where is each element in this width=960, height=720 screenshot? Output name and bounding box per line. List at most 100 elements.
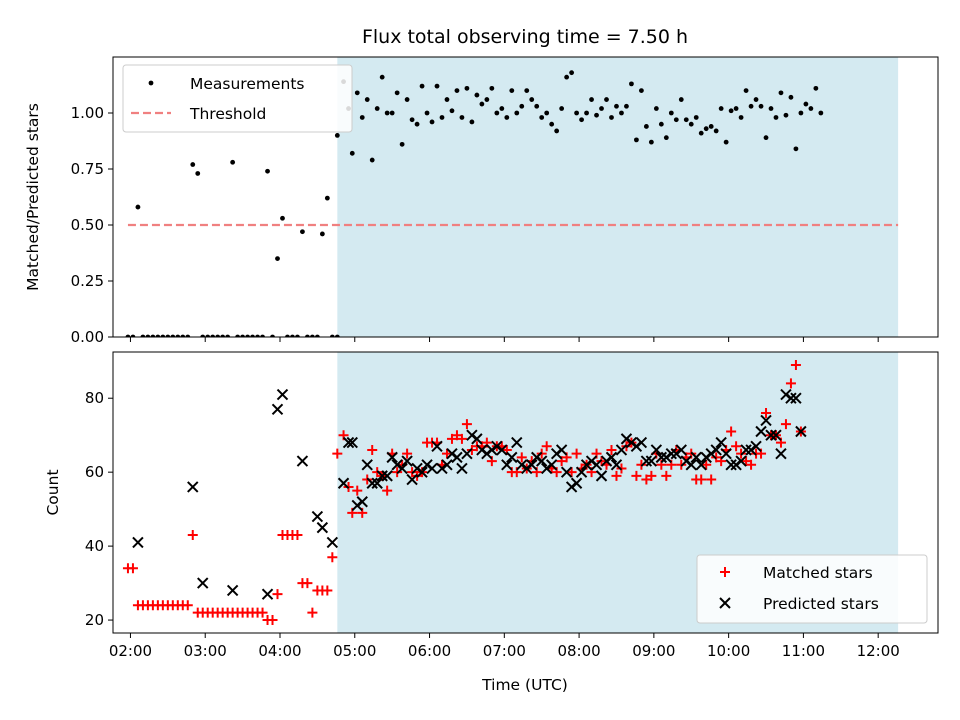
matched-star-point <box>726 426 737 437</box>
legend: Matched stars Predicted stars <box>696 554 928 624</box>
measurement-point <box>190 162 196 167</box>
predicted-star-point <box>775 447 787 460</box>
x-tick-label: 07:00 <box>483 642 526 660</box>
predicted-star-point <box>356 496 368 508</box>
matched-star-point <box>706 474 717 485</box>
measurement-point <box>220 334 226 337</box>
predicted-star-point <box>760 414 772 427</box>
matched-star-point <box>402 448 413 459</box>
measurement-point <box>783 112 789 118</box>
y-tick-label: 0.75 <box>71 160 104 178</box>
measurement-point <box>683 117 689 123</box>
measurement-point <box>399 141 405 147</box>
legend-box <box>696 554 928 624</box>
measurement-point <box>529 97 535 102</box>
measurement-point <box>818 110 824 116</box>
measurement-point <box>145 334 151 337</box>
measurement-point <box>170 334 176 337</box>
predicted-star-point <box>795 425 807 438</box>
measurement-point <box>564 74 570 80</box>
predicted-star-point <box>296 455 309 467</box>
predicted-star-point <box>496 444 508 456</box>
predicted-star-point <box>645 455 658 467</box>
measurement-point <box>589 97 594 102</box>
measurement-point <box>484 97 490 102</box>
measurement-point <box>240 334 246 337</box>
matched-star-point <box>352 485 363 496</box>
measurement-point <box>434 83 440 89</box>
measurement-point <box>160 334 166 337</box>
predicted-star-point <box>720 447 732 460</box>
measurement-point <box>275 256 280 261</box>
measurement-point <box>668 110 674 116</box>
y-tick-label: 1.00 <box>71 104 104 122</box>
measurement-point <box>524 88 530 93</box>
matched-star-point <box>696 474 707 485</box>
predicted-star-point <box>526 459 538 471</box>
measurement-point <box>569 70 575 76</box>
measurement-point <box>648 139 654 145</box>
measurement-point <box>195 171 201 176</box>
legend-box <box>122 64 353 133</box>
legend-label-threshold: Threshold <box>189 105 266 123</box>
measurement-point <box>574 110 579 116</box>
matched-star-point <box>441 448 452 459</box>
matched-star-point <box>257 607 268 618</box>
measurement-point <box>803 101 809 107</box>
matched-star-point <box>307 607 318 618</box>
measurement-point <box>140 334 146 337</box>
legend: Measurements Threshold <box>122 64 353 133</box>
measurement-point <box>349 150 355 156</box>
measurement-point <box>793 146 799 152</box>
observing-window-span <box>337 57 899 337</box>
measurement-point <box>753 97 759 102</box>
measurement-point <box>414 121 420 127</box>
y-axis-label: Count <box>44 469 62 515</box>
predicted-star-point <box>740 444 752 456</box>
x-tick-label: 06:00 <box>408 642 451 660</box>
measurement-point <box>409 117 415 123</box>
matched-star-point <box>746 459 757 470</box>
top-panel: 0.00 0.25 0.50 0.75 1.00 Matched/Predicted st… <box>24 56 939 346</box>
measurement-point <box>290 334 295 337</box>
measurement-point <box>554 128 560 134</box>
predicted-star-point <box>785 392 797 404</box>
predicted-star-point <box>346 436 358 449</box>
measurement-point <box>703 126 709 132</box>
y-axis-label: Matched/Predicted stars <box>24 103 42 291</box>
measurement-point <box>643 124 649 129</box>
measurement-point <box>175 334 181 337</box>
matched-star-point <box>267 615 278 626</box>
predicted-star-point <box>765 429 777 441</box>
measurement-point <box>394 90 400 96</box>
predicted-star-point <box>226 584 239 597</box>
measurement-point <box>758 103 764 109</box>
predicted-star-point <box>735 455 747 467</box>
matched-star-point <box>611 470 622 481</box>
measurement-point <box>449 108 455 114</box>
matched-star-point <box>780 419 791 430</box>
measurement-point <box>514 110 520 116</box>
predicted-star-point <box>685 459 697 471</box>
measurement-point <box>813 85 819 91</box>
measurement-point <box>594 112 599 118</box>
measurement-point <box>439 115 445 120</box>
predicted-star-point <box>471 433 483 445</box>
x-tick-label: 02:00 <box>109 642 152 660</box>
measurement-point <box>489 85 495 91</box>
predicted-star-point <box>770 429 782 441</box>
predicted-star-point <box>381 470 393 482</box>
x-axis-label: Time (UTC) <box>481 676 568 694</box>
measurement-point <box>698 130 704 136</box>
measurement-point <box>638 88 644 93</box>
x-tick-label: 08:00 <box>557 642 600 660</box>
predicted-star-point <box>401 455 413 467</box>
measurement-point <box>374 106 380 111</box>
predicted-star-point <box>635 436 648 449</box>
legend-predicted-marker <box>719 597 731 609</box>
predicted-star-point <box>406 473 418 486</box>
measurement-point <box>629 81 634 87</box>
predicted-star-point <box>715 436 727 449</box>
predicted-star-point <box>396 462 408 475</box>
